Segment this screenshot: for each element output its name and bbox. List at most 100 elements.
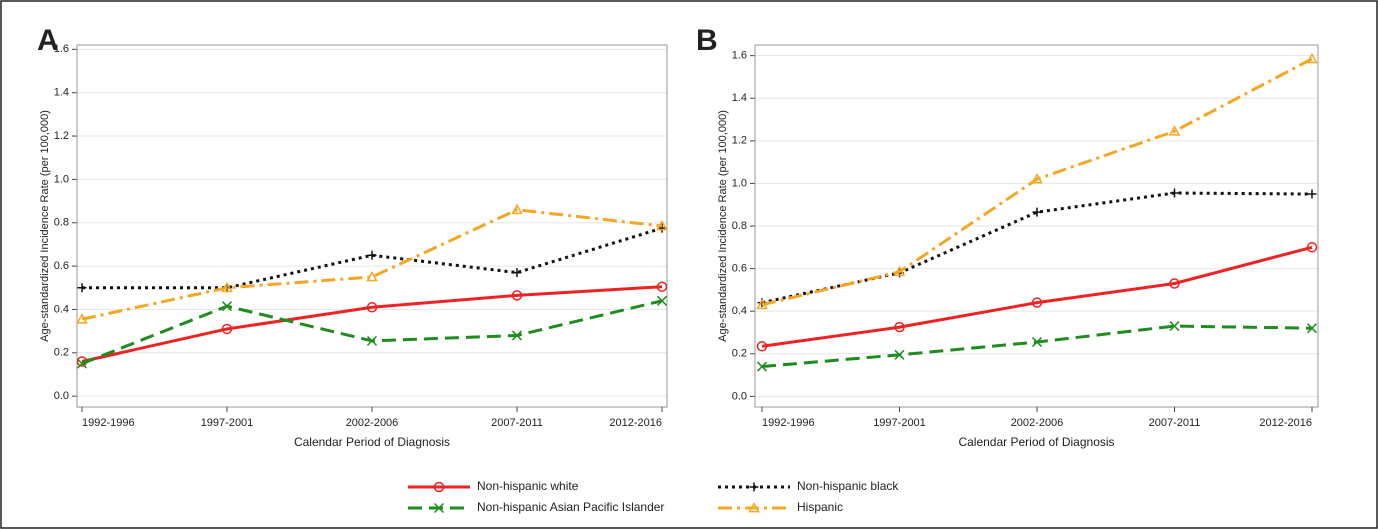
legend-label: Non-hispanic white [477,479,579,493]
marker-x [366,335,378,346]
x-tick-label: 2012-2016 [1259,417,1312,429]
x-axis-label: Calendar Period of Diagnosis [958,435,1114,449]
marker [76,313,88,324]
marker [221,281,233,293]
marker [1031,297,1043,308]
y-tick-label: 0.4 [54,303,69,315]
legend-marker [433,481,445,493]
marker [511,290,523,301]
legend-label: Non-hispanic Asian Pacific Islander [477,500,664,514]
marker-x [1031,337,1043,348]
x-tick-label: 2002-2006 [346,417,399,429]
marker-x [1306,323,1318,334]
marker [512,268,522,278]
marker [1307,189,1317,199]
y-tick-label: 0.6 [732,262,747,274]
marker [1031,337,1043,348]
y-tick-label: 1.4 [54,87,69,99]
x-tick-label: 1997-2001 [873,417,926,429]
x-tick-label: 2012-2016 [609,417,662,429]
marker [756,361,768,372]
marker-x [221,301,233,312]
marker [511,330,523,341]
legend-marker [433,502,445,514]
marker [367,250,377,260]
marker-x [76,358,88,369]
marker [1306,323,1318,334]
marker-plus [367,250,377,260]
marker-x [1169,321,1180,332]
marker-triangle [1031,173,1043,184]
marker-triangle [756,298,768,310]
legend-entry: Non-hispanic white [408,479,579,493]
marker-circle [511,290,523,301]
x-tick-label: 1992-1996 [762,417,815,429]
y-tick-label: 0.8 [732,220,747,232]
x-axis-label: Calendar Period of Diagnosis [294,435,450,449]
marker-circle [756,341,768,352]
y-axis-label: Age-standardized Incidence Rate (per 100… [717,110,729,342]
y-tick-label: 1.2 [732,135,747,147]
marker-x [894,349,905,360]
y-tick-label: 0.0 [54,390,69,402]
panel-label: A [37,24,59,57]
marker [366,270,378,282]
marker-triangle [748,501,760,513]
marker-plus [1307,189,1317,199]
x-tick-label: 2007-2011 [1149,417,1201,429]
marker [893,265,906,277]
marker [756,298,768,310]
y-tick-label: 0.8 [54,217,69,229]
marker-plus [1032,207,1042,217]
marker-triangle [221,281,233,293]
y-tick-label: 1.0 [732,177,747,189]
marker-circle [1306,242,1318,253]
marker-circle [894,321,905,333]
marker-circle [1169,278,1180,289]
series-line [761,57,1313,307]
marker-circle [1031,297,1043,308]
marker [366,335,378,346]
marker [511,203,523,215]
marker [221,301,233,312]
y-tick-label: 1.4 [732,92,747,104]
marker-x [756,361,768,372]
x-tick-label: 1997-2001 [201,417,254,429]
marker-triangle [76,313,88,324]
marker [756,341,768,352]
marker [366,302,378,313]
marker [76,358,88,369]
marker-plus [77,283,87,293]
series-line [761,245,1313,348]
marker-circle [433,481,445,493]
panel-label: B [696,24,718,57]
marker-triangle [511,203,523,215]
marker [656,295,668,306]
y-tick-label: 1.0 [54,173,69,185]
x-tick-label: 2002-2006 [1011,417,1064,429]
marker [77,283,87,293]
marker-plus [1170,188,1179,198]
y-tick-label: 0.6 [54,260,69,272]
y-tick-label: 1.6 [54,43,69,55]
y-tick-label: 1.2 [54,130,69,142]
marker-triangle [656,219,668,231]
marker [1169,278,1180,289]
marker [1168,125,1181,136]
marker-circle [656,281,668,292]
marker [1306,52,1318,64]
marker-circle [221,323,233,335]
legend-label: Hispanic [797,500,843,514]
series-line [81,285,663,363]
marker-plus [512,268,522,278]
marker-x [511,330,523,341]
legend-marker [748,501,760,513]
marker [1032,207,1042,217]
marker [656,219,668,231]
marker [894,349,905,360]
marker [1170,188,1179,198]
marker [1169,321,1180,332]
marker-triangle [366,270,378,282]
marker [894,321,905,333]
